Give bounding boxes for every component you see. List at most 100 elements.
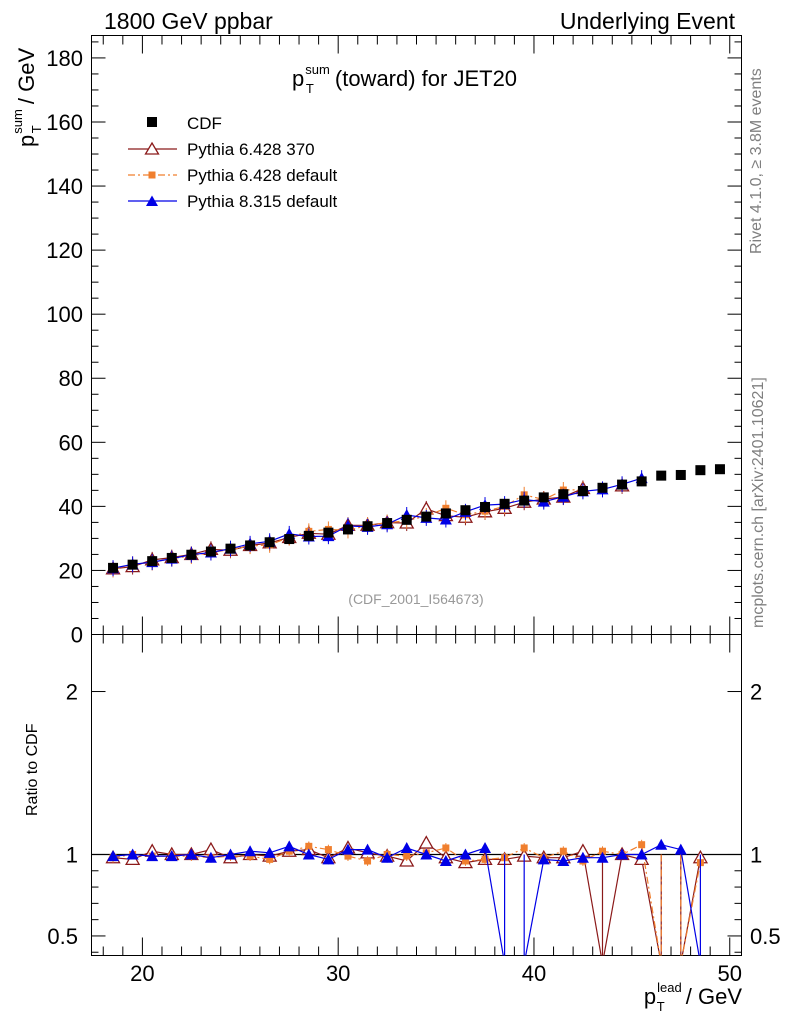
ratio-point <box>266 855 274 863</box>
data-point <box>264 537 275 548</box>
ratio-point <box>107 850 120 862</box>
ratio-point <box>479 841 492 853</box>
y-tick-label: 100 <box>46 302 83 327</box>
main-series <box>105 464 725 578</box>
y-tick-label: 120 <box>46 238 83 263</box>
ratio-y-ticks: 0.5 0.5 1 1 2 2 <box>47 680 781 953</box>
data-point <box>577 485 588 496</box>
y-tick-label: 20 <box>59 558 83 583</box>
data-point <box>440 508 451 519</box>
rivet-version-label: Rivet 4.1.0, ≥ 3.8M events <box>748 68 765 254</box>
data-point <box>108 562 119 573</box>
ratio-point <box>165 850 178 862</box>
ratio-point <box>559 847 567 855</box>
y-axis-label: psum T / GeV <box>10 48 44 147</box>
data-point <box>460 505 471 516</box>
legend-marker-pythia6-370 <box>144 141 160 155</box>
header-right: Underlying Event <box>560 8 736 34</box>
ratio-tick-label-right: 2 <box>750 680 762 705</box>
data-point <box>245 540 256 551</box>
legend-marker-cdf <box>147 117 157 127</box>
ratio-point <box>635 848 648 860</box>
ratio-point <box>418 835 434 849</box>
x-tick-label: 40 <box>522 961 546 986</box>
data-point <box>519 495 530 506</box>
series-line <box>112 477 642 569</box>
ratio-point <box>403 852 411 860</box>
legend-marker-pythia6-default <box>148 171 156 179</box>
ratio-panel-frame <box>91 634 742 956</box>
series-cdf <box>108 464 725 573</box>
header-left: 1800 GeV ppbar <box>104 8 273 34</box>
ratio-point <box>520 844 528 852</box>
data-point <box>323 527 334 538</box>
data-point <box>147 556 158 567</box>
ratio-point <box>598 847 606 855</box>
data-point <box>617 479 628 490</box>
ratio-tick-label: 0.5 <box>47 924 78 949</box>
legend: CDF Pythia 6.428 370 Pythia 6.428 defaul… <box>128 114 338 211</box>
ratio-point <box>322 853 335 865</box>
ratio-series <box>105 835 708 956</box>
y-tick-label: 180 <box>46 46 83 71</box>
data-point <box>127 559 138 570</box>
ratio-point <box>381 851 394 863</box>
legend-label-pythia8: Pythia 8.315 default <box>187 192 338 211</box>
ratio-point <box>283 840 296 852</box>
data-point <box>186 549 197 560</box>
ratio-point <box>126 848 139 860</box>
y-tick-label: 160 <box>46 110 83 135</box>
y-tick-label: 60 <box>59 430 83 455</box>
data-point <box>225 543 236 554</box>
ratio-point <box>442 844 450 852</box>
ratio-point <box>146 850 159 862</box>
ratio-point <box>344 852 352 860</box>
legend-label-pythia6-370: Pythia 6.428 370 <box>187 140 315 159</box>
data-point <box>538 492 549 503</box>
data-point <box>442 504 450 512</box>
data-point <box>675 469 686 480</box>
ratio-point <box>364 857 372 865</box>
ratio-tick-label: 2 <box>66 680 78 705</box>
x-axis-label: plead T / GeV <box>644 980 742 1014</box>
ratio-point <box>674 843 687 855</box>
data-point <box>695 465 706 476</box>
legend-label-pythia6-default: Pythia 6.428 default <box>187 166 338 185</box>
ratio-tick-label: 1 <box>66 842 78 867</box>
data-point <box>303 530 314 541</box>
data-point <box>656 470 667 481</box>
ratio-point <box>305 842 313 850</box>
data-point <box>342 524 353 535</box>
data-point <box>597 482 608 493</box>
y-tick-label: 140 <box>46 174 83 199</box>
x-tick-label: 50 <box>718 961 742 986</box>
ratio-point <box>361 843 374 855</box>
ratio-point <box>420 848 433 860</box>
data-point <box>205 546 216 557</box>
x-tick-label: 30 <box>326 961 350 986</box>
ratio-point <box>341 843 354 855</box>
data-point <box>166 552 177 563</box>
ratio-point <box>439 854 452 866</box>
ratio-point <box>400 841 413 853</box>
ratio-tick-label-right: 1 <box>750 842 762 867</box>
ratio-point <box>557 854 570 866</box>
x-ticks: 20 30 40 50 <box>102 35 742 986</box>
ratio-point <box>537 853 550 865</box>
mcplots-label: mcplots.cern.ch [arXiv:2401.10621] <box>750 377 767 628</box>
data-point <box>382 518 393 529</box>
ratio-point <box>302 848 315 860</box>
ratio-point <box>204 851 217 863</box>
analysis-ref: (CDF_2001_I564673) <box>348 591 483 607</box>
ratio-point <box>263 846 276 858</box>
data-point <box>421 511 432 522</box>
ratio-point <box>244 845 257 857</box>
data-point <box>439 513 452 525</box>
ratio-point <box>655 838 668 850</box>
data-point <box>284 534 295 545</box>
legend-marker-pythia8 <box>146 195 158 206</box>
ratio-tick-label-right: 0.5 <box>750 924 781 949</box>
ratio-point <box>481 855 489 863</box>
plot-title: psum T (toward) for JET20 <box>292 62 517 96</box>
